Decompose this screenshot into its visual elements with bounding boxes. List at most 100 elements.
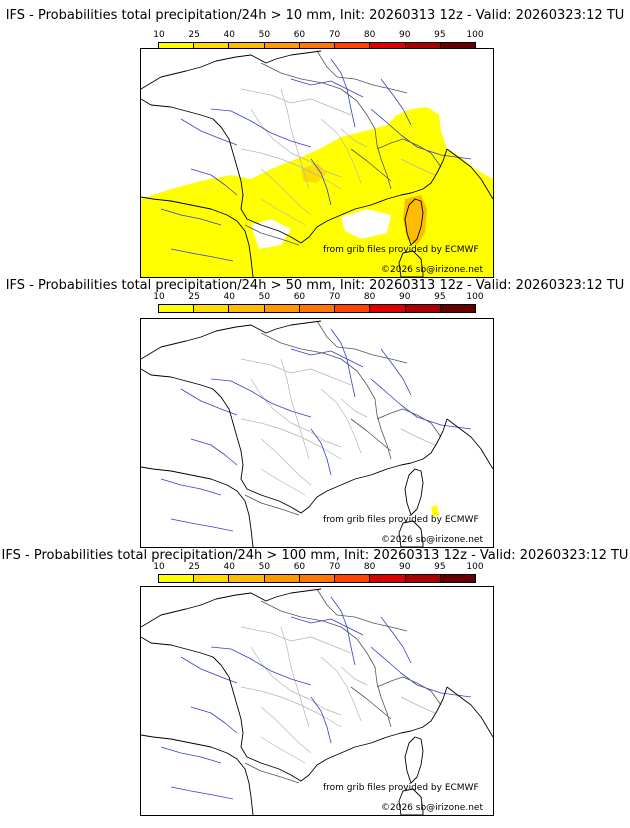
colorbar-tick-label: 80 — [363, 562, 376, 572]
colorbar-tick-label: 80 — [363, 30, 376, 40]
colorbar-segment — [440, 305, 475, 312]
country-borders — [244, 320, 408, 516]
country-borders — [376, 676, 442, 706]
panel-title: IFS - Probabilities total precipitation/… — [1, 548, 629, 563]
colorbar-tick-label: 60 — [293, 292, 306, 302]
grib-credit: from grib files provided by ECMWF — [323, 783, 479, 793]
colorbar-segment — [405, 305, 441, 312]
probability-colorbar: 10 25 40 50 60 70 80 90 95 100 — [153, 562, 484, 584]
panel-title: IFS - Probabilities total precipitation/… — [5, 278, 625, 293]
sardinia-coast — [398, 788, 424, 815]
colorbar-segment — [299, 305, 336, 312]
precip-map: from grib files provided by ECMWF ©2026 … — [140, 586, 494, 816]
colorbar-segment — [299, 43, 336, 50]
colorbar-segment — [264, 305, 300, 312]
precip-map: from grib files provided by ECMWF ©2026 … — [140, 48, 494, 278]
colorbar-tick-label: 100 — [466, 30, 484, 40]
colorbar-segment — [194, 305, 230, 312]
colorbar-segment — [159, 43, 195, 50]
coastline — [141, 320, 493, 547]
colorbar-tick-label: 95 — [434, 292, 446, 302]
colorbar-segment — [370, 575, 406, 582]
colorbar-tick-label: 40 — [223, 562, 235, 572]
colorbar-segment — [335, 575, 371, 582]
country-borders — [244, 588, 408, 784]
rivers — [160, 328, 472, 532]
panel-title: IFS - Probabilities total precipitation/… — [5, 8, 625, 23]
colorbar-tick-label: 95 — [434, 562, 446, 572]
grib-credit: from grib files provided by ECMWF — [323, 515, 479, 525]
grib-credit: from grib files provided by ECMWF — [323, 245, 479, 255]
admin-boundaries — [240, 88, 436, 226]
map-canvas — [141, 588, 493, 815]
probability-colorbar: 10 25 40 50 60 70 80 90 95 100 — [153, 292, 484, 314]
corsica-coast — [404, 468, 424, 516]
colorbar-bar — [158, 304, 476, 313]
sardinia-coast — [398, 250, 424, 277]
copyright-credit: ©2026 sb@irizone.net — [381, 535, 483, 545]
precip-map: from grib files provided by ECMWF ©2026 … — [140, 318, 494, 548]
colorbar-tick-label: 95 — [434, 30, 446, 40]
colorbar-segment — [299, 575, 336, 582]
copyright-credit: ©2026 sb@irizone.net — [381, 803, 483, 813]
colorbar-segment — [159, 575, 195, 582]
map-panel-10mm: IFS - Probabilities total precipitation/… — [0, 8, 630, 278]
colorbar-segment — [335, 43, 371, 50]
precip-area-40-50 — [403, 195, 427, 245]
colorbar-segment — [370, 43, 406, 50]
colorbar-tick-label: 50 — [258, 562, 271, 572]
colorbar-tick-label: 70 — [328, 562, 341, 572]
colorbar-segment — [370, 305, 406, 312]
colorbar-tick-label: 25 — [188, 30, 200, 40]
country-borders — [376, 408, 442, 438]
colorbar-segment — [159, 305, 195, 312]
map-panel-50mm: IFS - Probabilities total precipitation/… — [0, 278, 630, 548]
coastline — [141, 588, 493, 815]
colorbar-tick-label: 25 — [188, 562, 200, 572]
colorbar-tick-label: 90 — [399, 30, 411, 40]
admin-boundaries — [240, 358, 436, 496]
admin-boundaries — [240, 626, 436, 764]
copyright-credit: ©2026 sb@irizone.net — [381, 265, 483, 275]
colorbar-tick-label: 10 — [153, 562, 165, 572]
colorbar-tick-label: 70 — [328, 30, 341, 40]
rivers — [160, 596, 472, 800]
colorbar-tick-label: 90 — [399, 292, 411, 302]
colorbar-segment — [194, 43, 230, 50]
colorbar-segment — [440, 575, 475, 582]
map-canvas — [141, 320, 493, 547]
colorbar-segment — [229, 305, 265, 312]
sardinia-coast — [398, 520, 424, 547]
colorbar-tick-label: 25 — [188, 292, 200, 302]
colorbar-tick-label: 40 — [223, 30, 235, 40]
colorbar-segment — [405, 43, 441, 50]
colorbar-tick-label: 40 — [223, 292, 235, 302]
colorbar-tick-label: 50 — [258, 30, 271, 40]
map-panel-100mm: IFS - Probabilities total precipitation/… — [0, 548, 630, 818]
colorbar-tick-label: 10 — [153, 30, 165, 40]
precip-area-10-25 — [431, 505, 439, 517]
corsica-coast — [404, 198, 424, 246]
coastline — [141, 50, 493, 277]
colorbar-tick-label: 60 — [293, 562, 306, 572]
colorbar-tick-label: 10 — [153, 292, 165, 302]
colorbar-tick-label: 100 — [466, 292, 484, 302]
colorbar-tick-label: 90 — [399, 562, 411, 572]
map-canvas — [141, 50, 493, 277]
precip-gap — [341, 209, 391, 239]
colorbar-tick-label: 70 — [328, 292, 341, 302]
precip-gap — [251, 219, 291, 249]
country-borders — [244, 50, 408, 246]
colorbar-segment — [229, 43, 265, 50]
colorbar-tick-label: 100 — [466, 562, 484, 572]
colorbar-segment — [229, 575, 265, 582]
colorbar-tick-label: 80 — [363, 292, 376, 302]
colorbar-segment — [194, 575, 230, 582]
colorbar-segment — [335, 305, 371, 312]
colorbar-segment — [264, 43, 300, 50]
colorbar-tick-label: 60 — [293, 30, 306, 40]
colorbar-bar — [158, 574, 476, 583]
rivers — [160, 58, 472, 262]
colorbar-segment — [405, 575, 441, 582]
colorbar-tick-label: 50 — [258, 292, 271, 302]
